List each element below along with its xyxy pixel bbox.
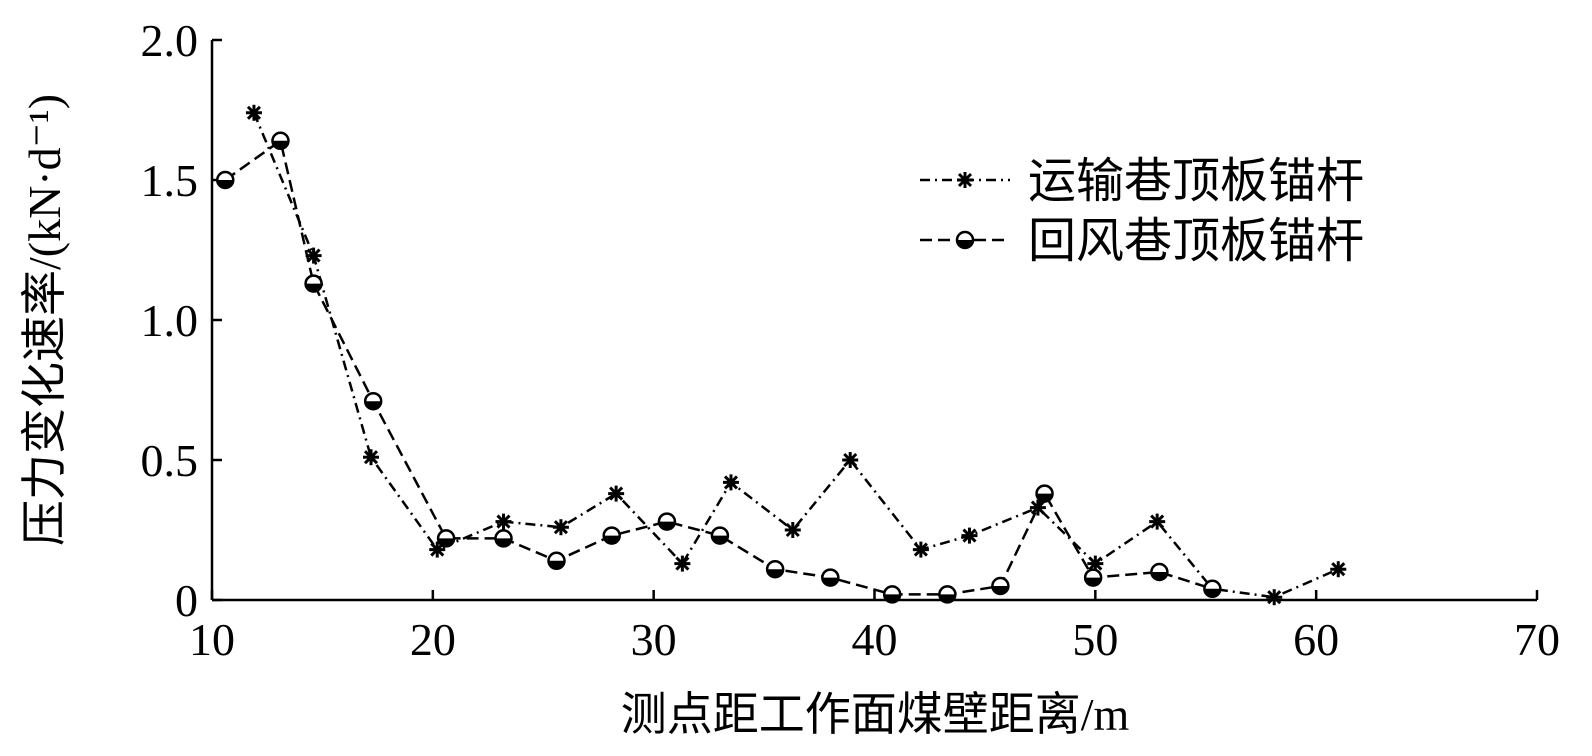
marker	[912, 541, 929, 558]
marker	[363, 449, 379, 466]
marker-fill	[939, 594, 956, 603]
marker	[1029, 499, 1046, 516]
marker-fill	[272, 140, 289, 149]
marker-fill	[217, 180, 234, 188]
marker-stroke	[723, 475, 739, 490]
y-axis-label: 压力变化速率/(kN·d⁻¹)	[19, 94, 70, 546]
marker-stroke	[609, 486, 624, 501]
marker	[961, 527, 978, 544]
marker-stroke	[957, 172, 973, 188]
marker	[765, 559, 785, 579]
marker	[991, 576, 1010, 596]
marker	[363, 391, 383, 411]
legend-label: 回风巷顶板锚杆	[1028, 215, 1364, 268]
marker-fill	[711, 535, 728, 544]
marker	[547, 551, 566, 571]
marker-fill	[822, 577, 839, 586]
x-tick-label: 60	[1293, 614, 1339, 665]
marker	[955, 230, 975, 250]
marker	[842, 452, 859, 468]
x-tick-label: 70	[1514, 614, 1560, 665]
marker	[436, 529, 456, 548]
marker-fill	[1085, 577, 1102, 586]
marker	[1203, 579, 1222, 599]
marker-stroke	[553, 520, 568, 535]
marker	[821, 568, 840, 587]
marker	[602, 526, 621, 545]
marker	[657, 512, 677, 531]
marker-fill	[1036, 493, 1053, 502]
marker	[1266, 589, 1283, 606]
marker-stroke	[675, 556, 690, 571]
marker-fill	[603, 535, 620, 544]
marker-stroke	[962, 528, 977, 543]
y-tick-label: 0	[175, 575, 198, 626]
marker-stroke	[1088, 556, 1103, 571]
marker-fill	[1204, 588, 1221, 597]
marker-fill	[767, 569, 784, 578]
marker	[552, 519, 569, 536]
x-tick-label: 30	[631, 614, 677, 665]
marker	[1330, 561, 1347, 578]
marker	[957, 172, 973, 188]
y-tick-label: 0.5	[141, 435, 199, 486]
legend-label: 运输巷顶板锚杆	[1028, 155, 1364, 208]
marker	[1149, 513, 1166, 530]
x-tick-label: 10	[189, 614, 235, 665]
x-tick-label: 40	[852, 614, 898, 665]
marker-stroke	[246, 105, 262, 120]
marker	[1035, 484, 1054, 503]
marker-stroke	[913, 542, 928, 557]
marker-fill	[992, 586, 1009, 594]
marker-stroke	[843, 452, 858, 468]
marker-fill	[884, 594, 901, 603]
y-tick-label: 1.0	[141, 295, 199, 346]
marker-stroke	[363, 450, 379, 465]
marker-fill	[658, 521, 675, 530]
marker-fill	[438, 538, 455, 547]
marker	[882, 585, 902, 604]
marker-stroke	[1267, 590, 1282, 605]
marker-stroke	[785, 522, 800, 538]
marker	[304, 274, 323, 293]
x-tick-label: 20	[410, 614, 456, 665]
marker-fill	[548, 560, 565, 569]
marker-stroke	[1331, 562, 1346, 577]
marker	[710, 526, 730, 545]
marker-stroke	[306, 248, 321, 263]
y-tick-label: 1.5	[141, 155, 199, 206]
y-tick-label: 2.0	[141, 15, 199, 66]
marker-fill	[957, 240, 973, 248]
marker-stroke	[1150, 514, 1165, 529]
marker-fill	[1151, 572, 1168, 580]
series-line	[224, 138, 1213, 596]
marker	[245, 104, 262, 121]
marker-fill	[365, 401, 382, 410]
marker	[674, 555, 691, 572]
marker	[1083, 568, 1103, 587]
marker	[271, 131, 290, 151]
marker	[1150, 562, 1169, 582]
x-tick-label: 50	[1072, 614, 1118, 665]
marker	[722, 474, 739, 491]
marker-fill	[495, 538, 512, 547]
marker	[494, 529, 513, 548]
marker	[938, 585, 957, 604]
marker	[608, 485, 625, 502]
marker-fill	[305, 283, 322, 292]
marker	[784, 522, 801, 538]
marker	[216, 170, 235, 190]
marker-stroke	[1030, 500, 1045, 515]
marker	[495, 513, 512, 530]
marker-stroke	[496, 514, 511, 529]
x-axis-label: 测点距工作面煤壁距离/m	[621, 689, 1130, 740]
